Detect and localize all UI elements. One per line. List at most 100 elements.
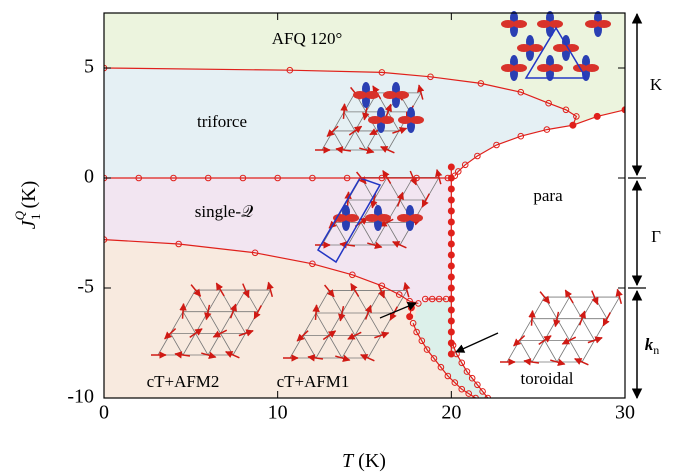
orbital bbox=[585, 64, 599, 72]
spin-arrow bbox=[513, 335, 526, 347]
boundary-point bbox=[451, 379, 459, 386]
spin-arrow bbox=[574, 358, 589, 366]
orbital bbox=[365, 91, 379, 99]
boundary-point bbox=[621, 106, 625, 114]
boundary-point bbox=[447, 229, 455, 237]
spin-arrow bbox=[564, 289, 574, 304]
region-label: single-𝒬 bbox=[195, 202, 253, 221]
spin-arrow bbox=[215, 282, 225, 297]
spin-arrow bbox=[435, 169, 443, 185]
x-tick-label: 30 bbox=[615, 402, 635, 424]
lattice-line bbox=[182, 289, 221, 356]
boundary-point bbox=[239, 174, 247, 182]
spin-arrow bbox=[190, 284, 202, 297]
boundary-point bbox=[465, 390, 473, 397]
spin-arrow bbox=[347, 331, 362, 340]
pointer-arrow bbox=[379, 301, 417, 319]
orbital bbox=[553, 44, 567, 52]
lattice-line bbox=[157, 289, 196, 356]
x-tick-label: 0 bbox=[99, 402, 109, 424]
orbital bbox=[585, 20, 599, 28]
boundary-point bbox=[569, 121, 577, 129]
boundary-point bbox=[447, 174, 455, 182]
cell-outline bbox=[524, 26, 588, 79]
side-label: kn bbox=[645, 335, 660, 357]
spin-arrow bbox=[417, 84, 425, 100]
y-label-unit: (K) bbox=[18, 181, 40, 214]
spin-arrow bbox=[392, 241, 407, 249]
boundary-point bbox=[545, 99, 552, 107]
boundary-point bbox=[458, 359, 466, 367]
side-label: Γ bbox=[651, 227, 661, 246]
lattice-line bbox=[399, 177, 440, 246]
y-label-sup: Q bbox=[12, 210, 27, 220]
boundary-point bbox=[447, 350, 455, 358]
boundary-point bbox=[430, 355, 438, 362]
spin-arrow bbox=[615, 288, 623, 305]
y-tick-label: -5 bbox=[77, 276, 94, 298]
orbital bbox=[513, 20, 527, 28]
lattice-line bbox=[544, 296, 583, 363]
boundary-point bbox=[472, 394, 479, 398]
side-label-base: k bbox=[645, 335, 654, 354]
boundary-point bbox=[593, 112, 601, 120]
spin-arrow bbox=[335, 354, 351, 362]
spin-arrow bbox=[201, 351, 217, 359]
spin-arrow bbox=[389, 306, 398, 321]
spin-arrow bbox=[392, 126, 408, 135]
spin-arrow bbox=[602, 312, 611, 327]
lattice-line bbox=[321, 92, 356, 151]
region-label: cT+AFM1 bbox=[277, 372, 350, 391]
spin-arrow bbox=[370, 192, 378, 209]
orbital bbox=[513, 64, 527, 72]
boundary-point bbox=[477, 80, 485, 87]
spin-arrow bbox=[528, 309, 536, 326]
spin-arrow bbox=[307, 354, 324, 362]
y-label-sub: 1 bbox=[28, 213, 43, 220]
boundary-point bbox=[562, 106, 570, 114]
spin-arrow bbox=[238, 329, 254, 337]
spin-arrow bbox=[324, 284, 335, 298]
y-tick-label: 5 bbox=[84, 56, 94, 78]
spin-arrow bbox=[229, 303, 237, 319]
region-label: AFQ 120° bbox=[272, 29, 343, 48]
spin-arrow bbox=[550, 358, 566, 366]
orbital bbox=[549, 20, 563, 28]
y-tick-label: -10 bbox=[67, 386, 94, 408]
boundary-point bbox=[447, 317, 455, 325]
boundary-point bbox=[447, 328, 455, 336]
spin-arrow bbox=[553, 311, 561, 328]
orbital bbox=[398, 116, 412, 124]
boundary-point bbox=[447, 185, 455, 193]
orbital bbox=[597, 20, 611, 28]
plot-frame bbox=[103, 12, 626, 399]
data-layer bbox=[104, 64, 625, 398]
boundary-point bbox=[343, 174, 351, 182]
spin-arrow bbox=[350, 282, 360, 297]
boundary-point bbox=[378, 174, 386, 182]
spin-arrow bbox=[339, 241, 356, 249]
lattice-line bbox=[289, 290, 330, 359]
boundary-point bbox=[427, 73, 434, 81]
boundary-line bbox=[104, 67, 578, 177]
orbital bbox=[368, 116, 382, 124]
lattice-line bbox=[556, 296, 595, 363]
spin-arrow bbox=[421, 193, 430, 208]
boundary-point bbox=[517, 132, 525, 140]
x-axis-label: T (K) bbox=[342, 450, 386, 472]
spin-arrow bbox=[164, 328, 177, 340]
boundary-point bbox=[447, 295, 455, 303]
boundary-point bbox=[474, 381, 481, 389]
region-label: triforce bbox=[197, 112, 247, 131]
spin-arrow bbox=[179, 302, 187, 319]
orbital bbox=[345, 214, 359, 222]
lattice-line bbox=[232, 289, 271, 356]
lattice-line bbox=[347, 177, 388, 246]
boundary-point bbox=[435, 295, 443, 303]
boundary-point bbox=[543, 126, 551, 133]
boundary-point bbox=[421, 295, 429, 303]
lattice-line bbox=[343, 92, 378, 151]
region-label: para bbox=[533, 186, 563, 205]
x-label-symbol: T bbox=[342, 450, 355, 472]
